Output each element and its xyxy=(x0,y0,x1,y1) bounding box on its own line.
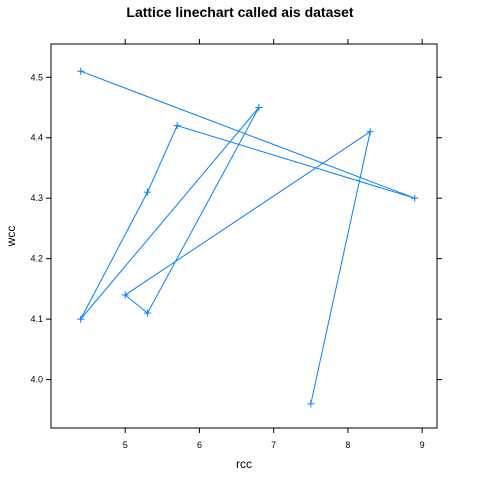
data-point-marker xyxy=(411,194,419,202)
y-tick-label: 4.5 xyxy=(30,72,43,82)
data-point-marker xyxy=(255,103,263,111)
data-point-marker xyxy=(77,67,85,75)
y-tick-label: 4.0 xyxy=(30,375,43,385)
data-point-marker xyxy=(144,309,151,317)
y-tick-label: 4.4 xyxy=(30,133,43,143)
y-axis-ticks: 4.0 4.1 4.2 4.3 4.4 4.5 xyxy=(30,72,442,385)
x-axis-ticks: 5 6 7 8 9 xyxy=(123,39,425,450)
data-point-marker xyxy=(307,400,315,408)
x-tick-label: 7 xyxy=(271,440,276,450)
chart-title: Lattice linechart called ais dataset xyxy=(126,4,354,20)
x-tick-label: 8 xyxy=(345,440,350,450)
series-layer xyxy=(77,67,419,408)
series-line xyxy=(80,70,415,404)
plot-frame xyxy=(50,43,438,429)
y-tick-label: 4.2 xyxy=(30,254,43,264)
data-point-marker xyxy=(366,128,374,136)
data-point-marker xyxy=(144,188,151,196)
data-point-marker xyxy=(121,291,129,299)
x-tick-label: 6 xyxy=(197,440,202,450)
x-tick-label: 5 xyxy=(123,440,128,450)
data-point-marker xyxy=(77,315,85,323)
data-point-marker xyxy=(173,122,181,130)
x-axis-label: rcc xyxy=(236,457,252,471)
y-axis-label: wcc xyxy=(4,226,18,248)
y-tick-label: 4.3 xyxy=(30,193,43,203)
x-tick-label: 9 xyxy=(420,440,425,450)
y-tick-label: 4.1 xyxy=(30,314,43,324)
